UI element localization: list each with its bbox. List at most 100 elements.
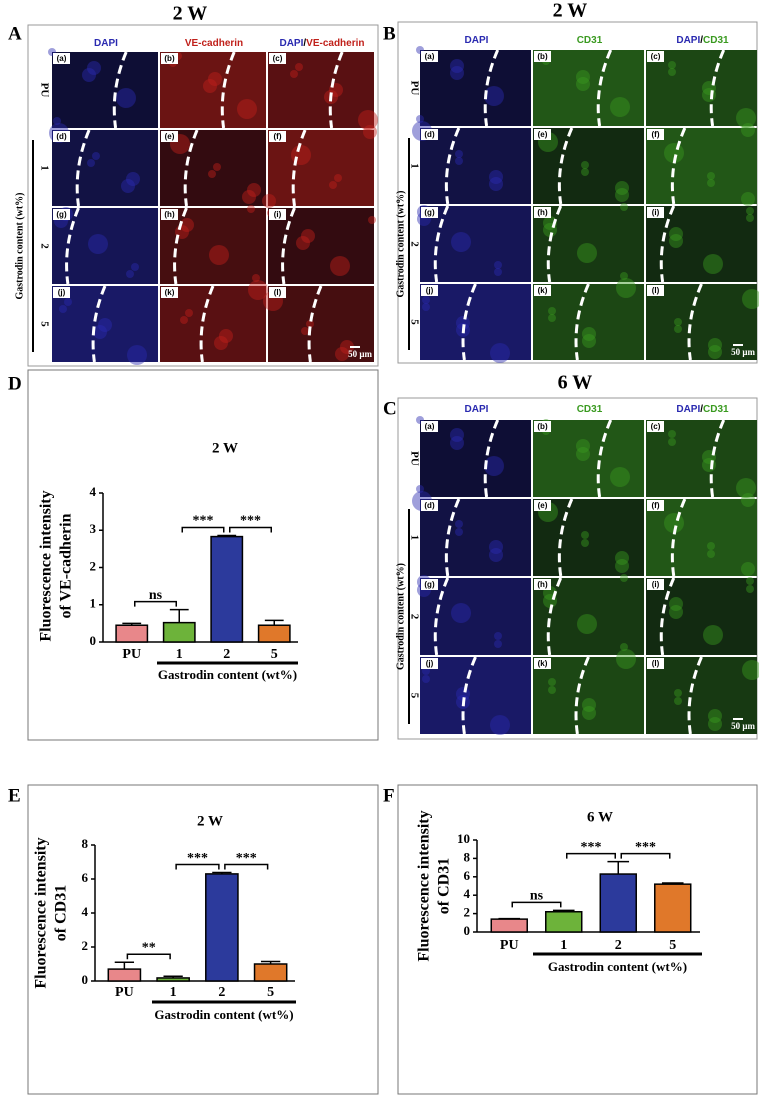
micrograph: [160, 130, 266, 206]
micrograph-signal: [533, 128, 644, 204]
cell-label: (d): [56, 132, 67, 141]
cell-label-box: [421, 579, 438, 590]
boundary-line: [596, 49, 613, 127]
cell-label-box: [421, 51, 438, 62]
micrograph: [268, 208, 374, 284]
micrograph-speck: [185, 309, 193, 317]
micrograph-speck: [746, 585, 754, 593]
micrograph-speck: [577, 243, 597, 263]
micrograph-speck: [489, 548, 503, 562]
micrograph-signal: [160, 208, 266, 284]
micrograph-speck: [576, 70, 590, 84]
micrograph-signal: [420, 206, 531, 282]
micrograph-speck: [674, 689, 682, 697]
boundary-line: [709, 419, 726, 498]
micrograph-speck: [708, 338, 722, 352]
header-part: /: [303, 38, 306, 49]
cell-label-box: [53, 287, 70, 298]
micrograph-speck: [669, 227, 683, 241]
bar: [599, 873, 637, 933]
header-part: VE-cadherin: [185, 38, 243, 49]
column-header: CD31: [577, 404, 603, 415]
x-tick-label: 2: [218, 985, 225, 1000]
micrograph-signal: [160, 130, 266, 206]
micrograph-speck: [742, 289, 759, 309]
group-label: Gastrodin content (wt%): [395, 563, 406, 670]
micrograph-speck: [494, 640, 502, 648]
micrograph-speck: [742, 660, 759, 680]
micrograph-speck: [610, 97, 630, 117]
micrograph-speck: [616, 278, 636, 298]
cell-label: (e): [165, 132, 175, 141]
cell-label-box: [534, 500, 551, 511]
micrograph-speck: [455, 528, 463, 536]
scale-bar-label: 50 μm: [348, 349, 372, 359]
cell-label-box: [161, 131, 178, 142]
significance-label: ***: [635, 840, 656, 855]
micrograph-speck: [615, 551, 629, 565]
micrograph-speck: [577, 614, 597, 634]
micrograph-speck: [616, 649, 636, 669]
micrograph-speck: [208, 170, 216, 178]
header-part: CD31: [703, 35, 729, 46]
micrograph-signal: [646, 206, 757, 282]
micrograph: [160, 286, 266, 362]
cell-label: (l): [274, 288, 282, 297]
bar: [257, 624, 291, 643]
y-axis-label: Fluorescence intensity: [416, 810, 433, 961]
boundary-line: [281, 207, 296, 285]
micrograph-speck: [489, 177, 503, 191]
x-tick-label: 5: [669, 938, 676, 953]
significance-label: ***: [193, 514, 214, 529]
micrograph-speck: [116, 88, 136, 108]
bar: [490, 918, 528, 933]
micrograph-speck: [582, 327, 596, 341]
micrograph-speck: [489, 540, 503, 554]
micrograph-speck: [247, 183, 261, 197]
micrograph: [420, 128, 531, 204]
column-header: CD31: [577, 35, 603, 46]
cell-label: (a): [425, 52, 435, 61]
micrograph-speck: [59, 305, 67, 313]
cell-label: (k): [538, 659, 548, 668]
micrograph-speck: [741, 123, 755, 137]
micrograph-speck: [581, 539, 589, 547]
micrograph-speck: [741, 192, 755, 206]
column-header: DAPI: [465, 404, 489, 415]
micrograph-speck: [329, 181, 337, 189]
micrograph: [533, 284, 644, 360]
micrograph-speck: [581, 168, 589, 176]
micrograph-speck: [581, 531, 589, 539]
micrograph-speck: [490, 715, 510, 735]
significance-bracket: [511, 901, 562, 908]
micrograph-speck: [548, 686, 556, 694]
micrograph-speck: [450, 59, 464, 73]
micrograph-signal: [268, 208, 374, 284]
micrograph-speck: [87, 159, 95, 167]
micrograph-speck: [707, 542, 715, 550]
micrograph-speck: [620, 203, 628, 211]
micrograph-speck: [180, 218, 194, 232]
micrograph-speck: [301, 327, 309, 335]
micrograph-speck: [455, 157, 463, 165]
bar: [156, 977, 190, 982]
micrograph-speck: [455, 150, 463, 158]
micrograph-speck: [746, 577, 754, 585]
cell-label: (i): [274, 210, 282, 219]
micrograph-speck: [548, 307, 556, 315]
row-label: 2: [38, 243, 50, 249]
micrograph: [646, 578, 757, 655]
cell-label: (c): [651, 52, 661, 61]
micrograph-speck: [450, 436, 464, 450]
micrograph-signal: [533, 420, 644, 497]
cell-label-box: [421, 500, 438, 511]
cell-label-box: [269, 287, 286, 298]
micrograph-speck: [615, 559, 629, 573]
x-tick-label: 2: [615, 938, 622, 953]
micrograph: [533, 578, 644, 655]
micrograph-speck: [489, 170, 503, 184]
micrograph: [268, 286, 374, 362]
boundary-line: [433, 205, 450, 283]
row-label: 5: [38, 321, 50, 327]
